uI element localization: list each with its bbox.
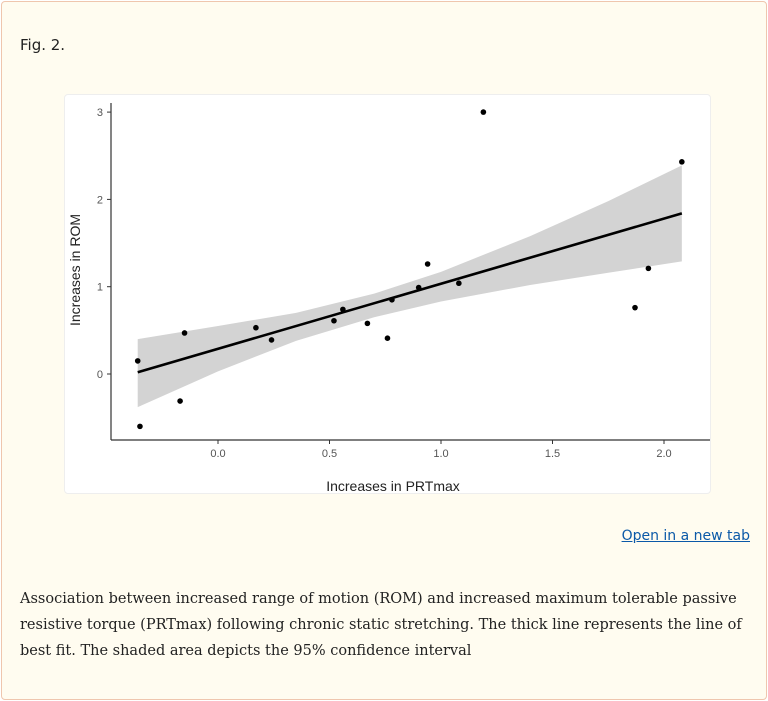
data-point [456, 280, 462, 287]
data-point [480, 109, 487, 115]
data-point [384, 335, 391, 342]
x-tick-label: 0.0 [210, 448, 225, 460]
data-point [331, 317, 337, 324]
y-tick-label: 1 [97, 282, 103, 294]
data-point [253, 324, 259, 331]
y-tick-label: 0 [97, 369, 103, 381]
chart-card: 0.0 0.5 1.0 1.5 2.0 0 1 2 3 Increases in PRTmax In… [64, 94, 711, 494]
y-tick-label: 3 [97, 107, 103, 119]
scatter-chart: 0.0 0.5 1.0 1.5 2.0 0 1 2 3 Increases in PRTmax In… [67, 103, 710, 493]
data-point [415, 284, 422, 291]
data-point [177, 398, 183, 404]
figure-caption: Association between increased range of m… [20, 591, 742, 659]
data-point [364, 320, 371, 327]
data-point [340, 306, 346, 313]
y-axis-title: Increases in ROM [67, 214, 83, 326]
x-tick-label: 2.0 [656, 448, 671, 460]
y-tick-label: 2 [97, 194, 103, 206]
x-tick-label: 1.5 [545, 448, 560, 460]
data-point [424, 261, 431, 267]
data-point [134, 358, 141, 364]
data-point [632, 304, 638, 311]
data-point [137, 423, 143, 430]
data-point [389, 296, 395, 303]
data-point [181, 330, 188, 336]
fit-line [137, 212, 683, 374]
data-point [268, 337, 275, 343]
x-tick-label: 0.5 [322, 448, 337, 460]
confidence-band [137, 165, 682, 408]
x-tick-label: 1.0 [433, 448, 448, 460]
open-in-new-tab-link[interactable]: Open in a new tab [621, 528, 750, 544]
data-point [679, 159, 685, 165]
figure-label: Fig. 2. [20, 36, 66, 54]
data-point [645, 265, 652, 272]
x-axis-title: Increases in PRTmax [326, 478, 460, 493]
